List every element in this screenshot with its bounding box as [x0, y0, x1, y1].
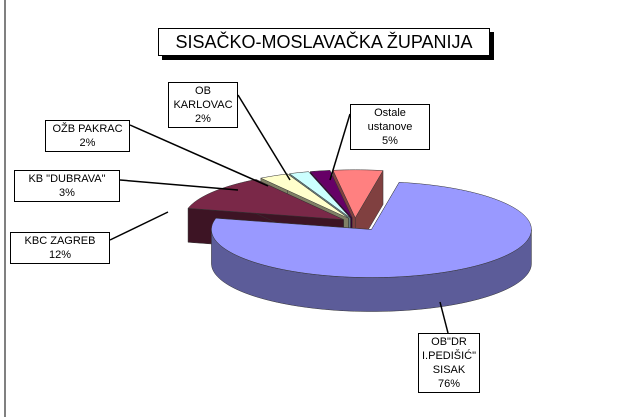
data-label: Ostale ustanove 5%: [350, 104, 430, 150]
data-label: KBC ZAGREB 12%: [10, 232, 110, 264]
label-name: OB KARLOVAC: [173, 85, 233, 111]
label-value: 3%: [59, 187, 75, 199]
data-label: OB KARLOVAC 2%: [168, 82, 238, 128]
data-label: OŽB PAKRAC 2%: [45, 120, 130, 152]
slice-top: [288, 171, 351, 219]
data-label: KB "DUBRAVA" 3%: [14, 170, 120, 202]
label-name: Ostale ustanove: [367, 107, 413, 133]
label-name: OŽB PAKRAC: [52, 123, 123, 135]
label-value: 2%: [79, 137, 96, 149]
slice: [211, 181, 532, 312]
label-value: 5%: [382, 135, 398, 147]
leader-line: [439, 301, 449, 334]
chart-title: SISAČKO-MOSLAVAČKA ŽUPANIJA: [158, 28, 490, 56]
leader-line: [129, 124, 269, 187]
slice-top: [309, 170, 353, 219]
label-name: KBC ZAGREB: [24, 235, 96, 247]
label-name: KB "DUBRAVA": [28, 173, 106, 185]
slice-top: [332, 169, 384, 219]
leader-line: [237, 94, 291, 181]
label-name: OB"DR I.PEDIŠIĆ" SISAK: [422, 336, 477, 376]
data-label: OB"DR I.PEDIŠIĆ" SISAK 76%: [418, 333, 480, 393]
label-value: 12%: [48, 249, 72, 261]
label-value: 2%: [195, 113, 211, 125]
label-value: 76%: [437, 378, 461, 390]
leader-line: [119, 179, 239, 191]
leader-line: [109, 211, 169, 241]
leader-line: [329, 113, 351, 181]
slice-top: [211, 182, 532, 278]
